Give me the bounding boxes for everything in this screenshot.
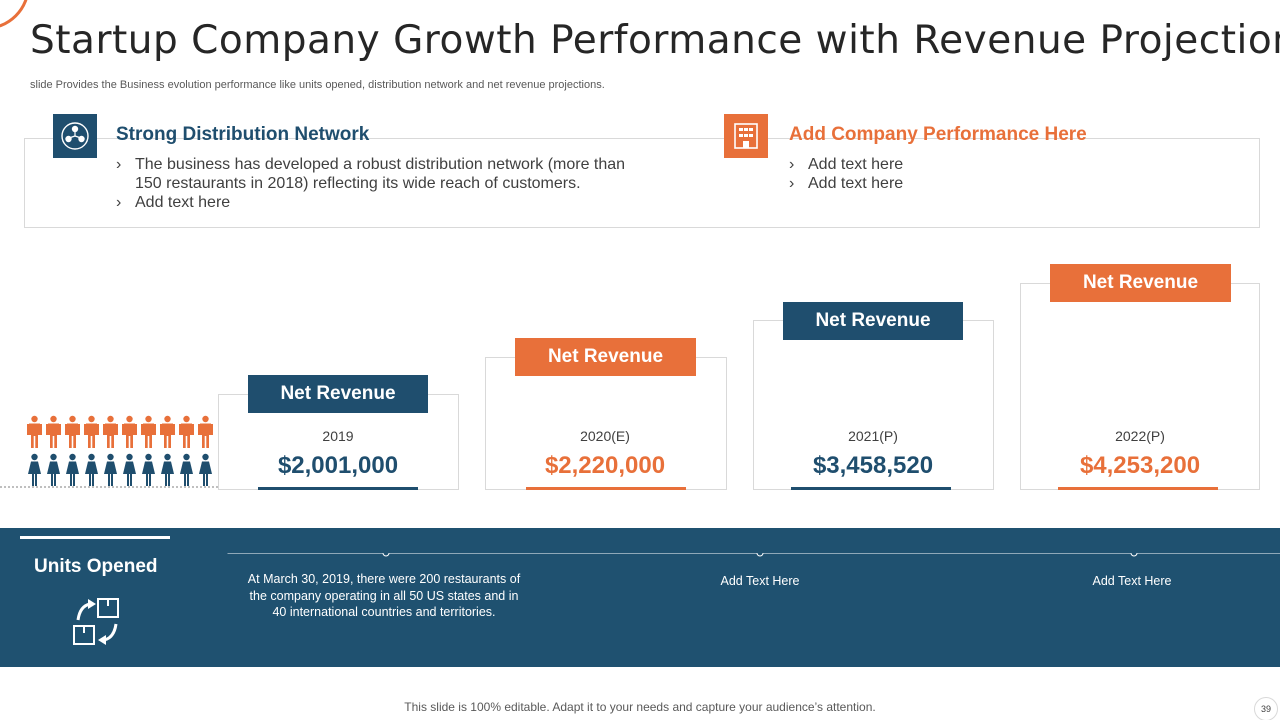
distribution-bullets: The business has developed a robust dist…	[116, 155, 636, 212]
card-value: $3,458,520	[812, 452, 934, 479]
section-heading-performance: Add Company Performance Here	[789, 124, 1087, 145]
person-icon	[198, 415, 213, 448]
person-icon	[161, 453, 174, 486]
units-text-3: Add Text Here	[1092, 574, 1172, 588]
person-icon	[28, 453, 41, 486]
card-underline	[791, 487, 951, 490]
units-opened-title: Units Opened	[34, 556, 158, 577]
person-icon	[103, 415, 118, 448]
person-icon	[142, 453, 155, 486]
units-text-2: Add Text Here	[720, 574, 800, 588]
footer-note: This slide is 100% editable. Adapt it to…	[404, 700, 876, 714]
person-icon	[179, 415, 194, 448]
person-icon	[104, 453, 117, 486]
card-value: $2,220,000	[544, 452, 666, 479]
person-icon	[199, 453, 212, 486]
person-icon	[27, 415, 42, 448]
card-underline	[526, 487, 686, 490]
person-icon	[160, 415, 175, 448]
net-revenue-label: Net Revenue	[248, 375, 428, 413]
building-icon	[724, 114, 768, 158]
people-baseline	[0, 486, 218, 488]
person-icon	[123, 453, 136, 486]
person-icon	[141, 415, 156, 448]
person-icon	[65, 415, 80, 448]
people-row-blue	[25, 453, 215, 487]
person-icon	[46, 415, 61, 448]
card-value: $2,001,000	[277, 452, 399, 479]
net-revenue-label: Net Revenue	[783, 302, 963, 340]
revenue-card-2022	[1020, 283, 1260, 490]
people-row-orange	[25, 415, 215, 449]
card-underline	[258, 487, 418, 490]
person-icon	[84, 415, 99, 448]
info-box	[24, 138, 1260, 228]
list-item: Add text here	[789, 174, 1089, 193]
timeline	[227, 553, 1280, 557]
timeline-dot	[756, 553, 764, 557]
person-icon	[180, 453, 193, 486]
person-icon	[47, 453, 60, 486]
list-item: Add text here	[116, 193, 636, 212]
page-number: 39	[1254, 697, 1278, 720]
corner-decoration	[0, 0, 30, 30]
card-year: 2022(P)	[1115, 428, 1165, 444]
net-revenue-label: Net Revenue	[1050, 264, 1231, 302]
units-text-1: At March 30, 2019, there were 200 restau…	[247, 572, 521, 619]
person-icon	[66, 453, 79, 486]
revenue-card-2021	[753, 320, 994, 490]
boxes-exchange-icon	[73, 598, 119, 645]
timeline-dot	[382, 553, 390, 557]
card-underline	[1058, 487, 1218, 490]
list-item: The business has developed a robust dist…	[116, 155, 636, 193]
tab-accent-line	[20, 536, 170, 539]
card-year: 2020(E)	[580, 428, 630, 444]
timeline-dot	[1130, 553, 1138, 557]
page-subtitle: slide Provides the Business evolution pe…	[30, 79, 605, 91]
card-year: 2021(P)	[848, 428, 898, 444]
list-item: Add text here	[789, 155, 1089, 174]
network-icon	[53, 114, 97, 158]
person-icon	[122, 415, 137, 448]
card-year: 2019	[322, 428, 354, 444]
performance-bullets: Add text here Add text here	[789, 155, 1089, 193]
section-heading-distribution: Strong Distribution Network	[116, 124, 370, 145]
page-title: Startup Company Growth Performance with …	[30, 18, 1280, 63]
units-panel	[0, 537, 230, 667]
card-value: $4,253,200	[1079, 452, 1201, 479]
person-icon	[85, 453, 98, 486]
net-revenue-label: Net Revenue	[515, 338, 696, 376]
revenue-card-2020	[485, 357, 727, 490]
